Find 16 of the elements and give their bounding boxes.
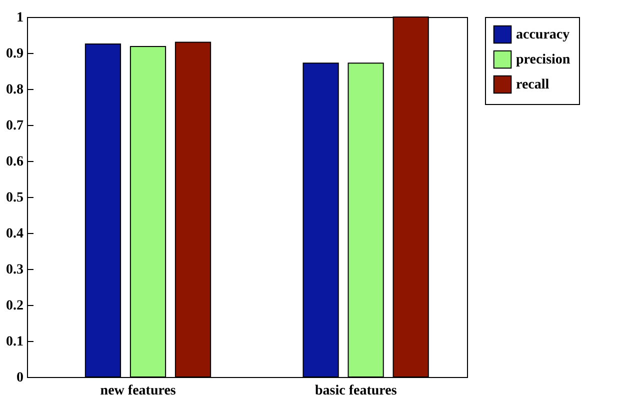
y-tick-label: 0.2 <box>6 298 24 314</box>
legend-label: precision <box>516 52 570 68</box>
y-tick-label: 0.4 <box>6 226 24 242</box>
y-tick-label: 0.7 <box>6 118 24 134</box>
y-tick-label: 0.8 <box>6 82 24 98</box>
y-tick-label: 0 <box>16 370 24 386</box>
legend-label: accuracy <box>516 28 570 42</box>
y-tick-label: 0.5 <box>6 190 24 206</box>
x-tick-label: basic features <box>315 384 398 398</box>
y-tick-label: 1 <box>16 10 24 26</box>
y-tick-label: 0.3 <box>6 262 24 278</box>
legend-label: recall <box>516 78 550 92</box>
y-tick-label: 0.1 <box>6 334 24 350</box>
y-tick-label: 0.9 <box>6 46 24 62</box>
y-tick-label: 0.6 <box>6 154 24 170</box>
x-tick-label: new features <box>100 384 176 398</box>
